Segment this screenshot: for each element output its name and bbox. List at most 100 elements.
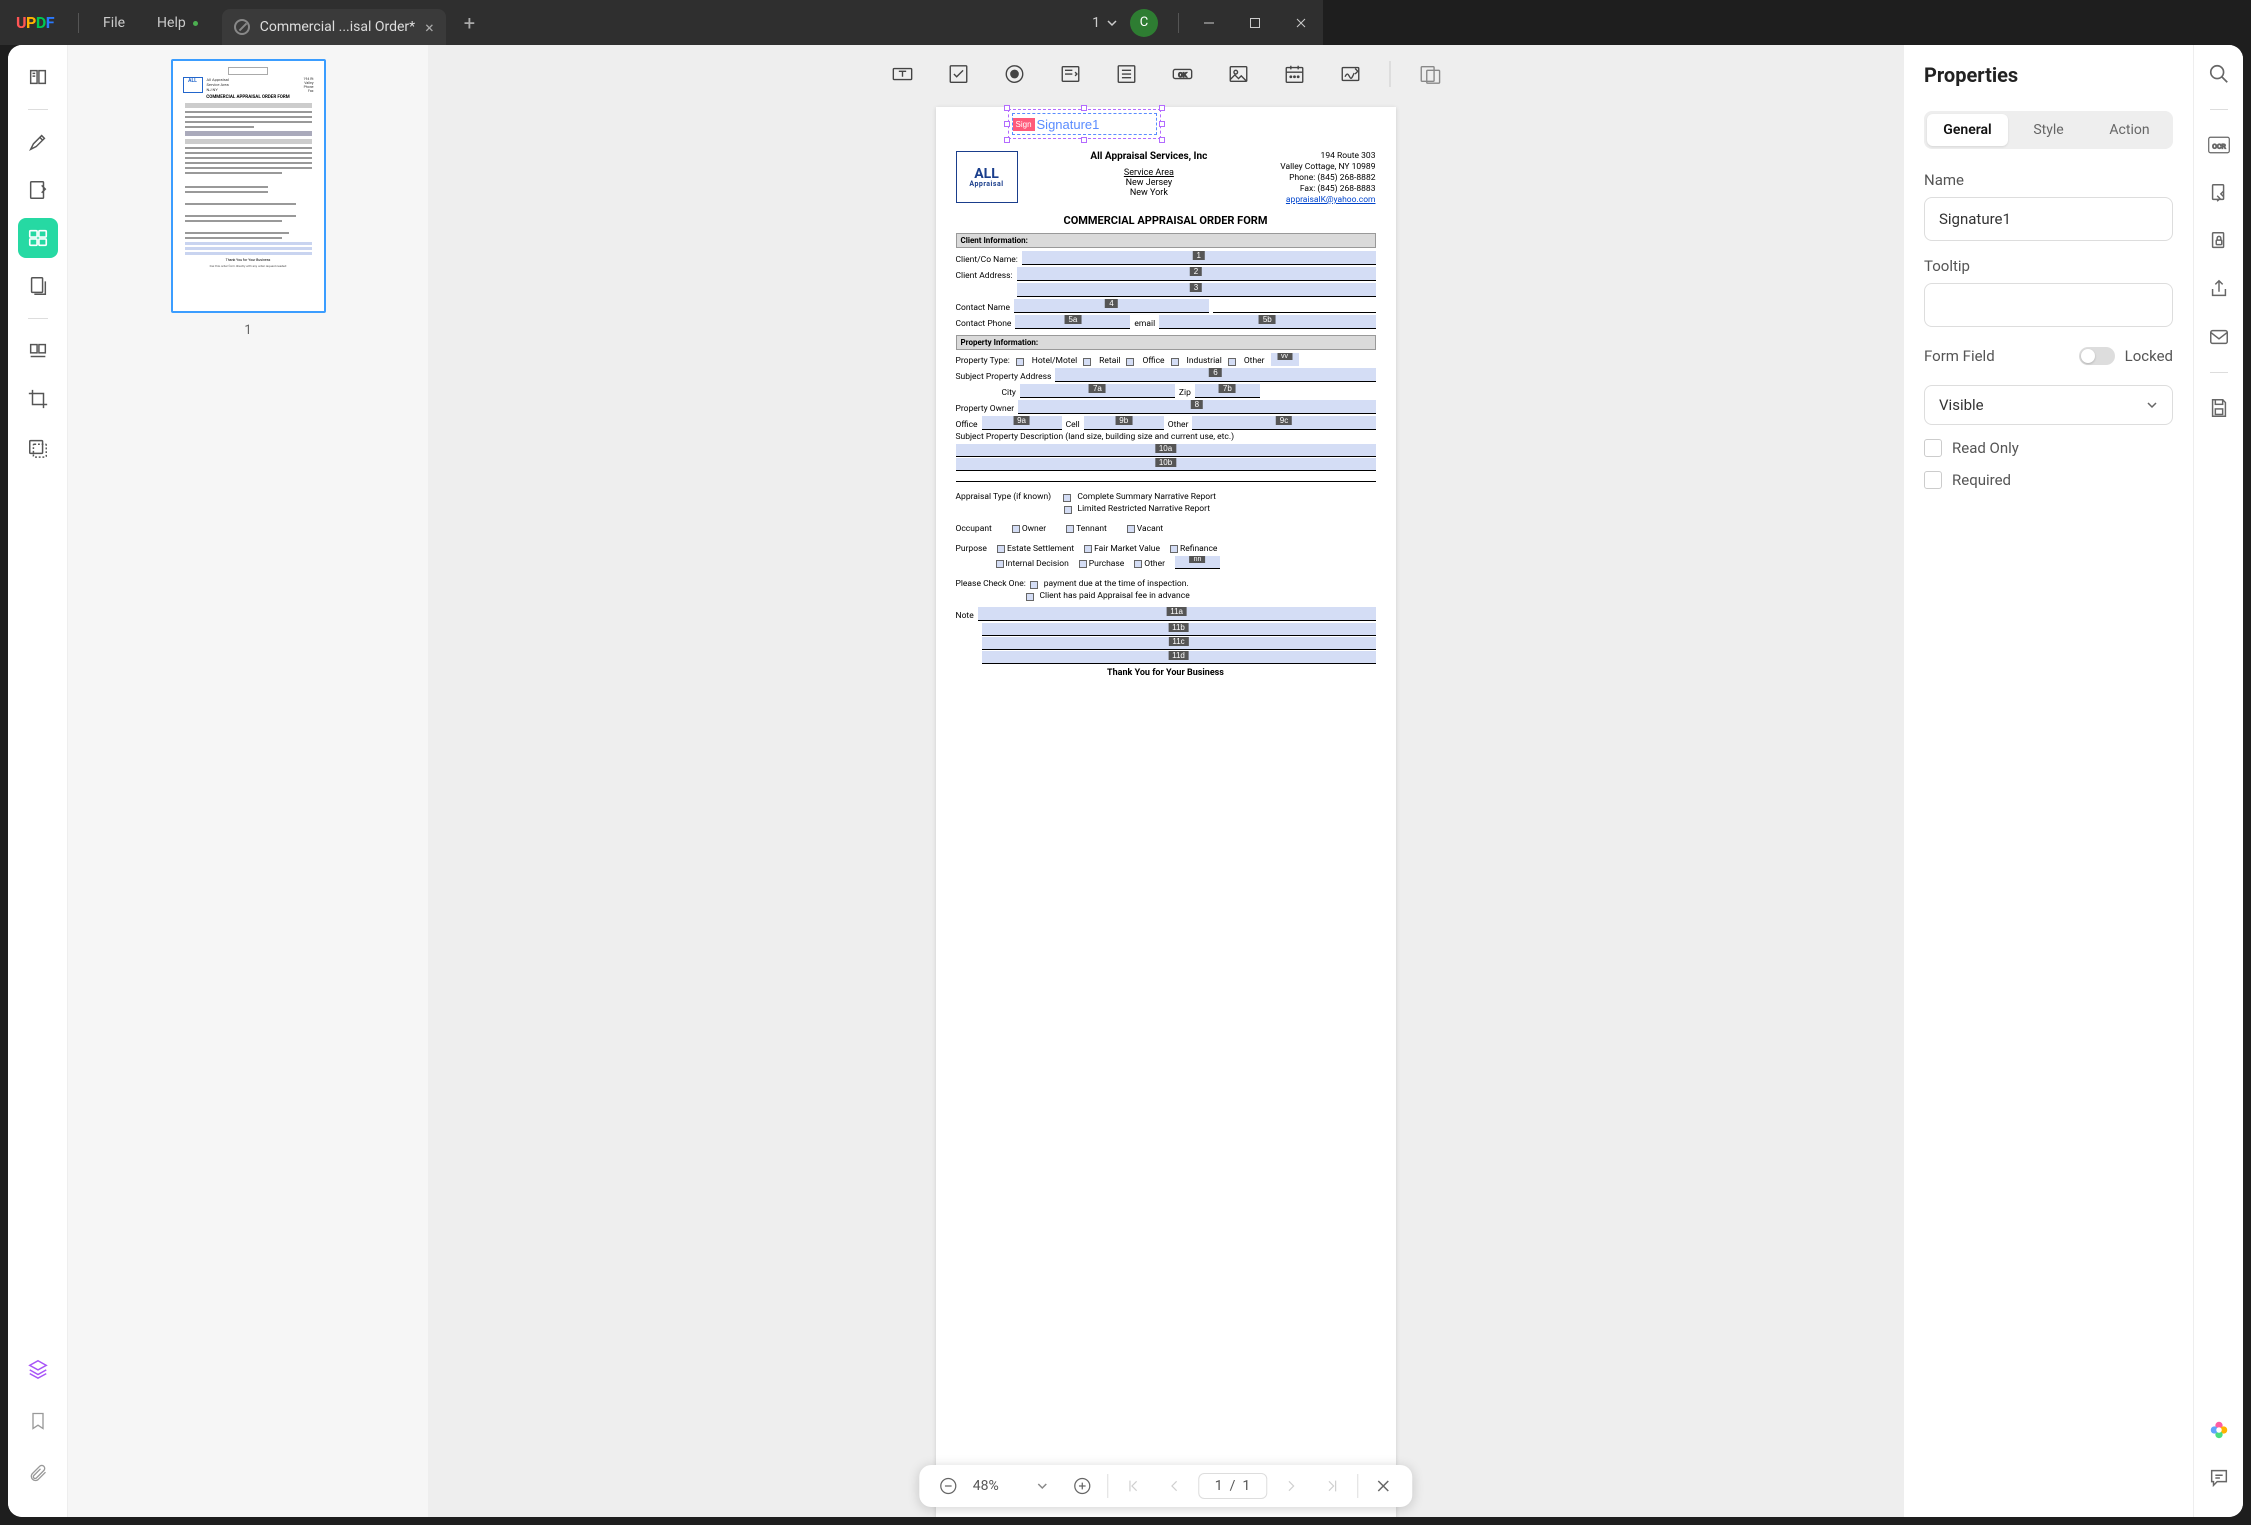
edit-tool-button[interactable] (18, 170, 58, 210)
signature-tool[interactable] (1333, 57, 1367, 91)
resize-handle[interactable] (1159, 137, 1165, 143)
convert-button[interactable] (2204, 178, 2234, 208)
radio-tool[interactable] (997, 57, 1031, 91)
resize-handle[interactable] (1081, 105, 1087, 111)
name-input[interactable] (1924, 197, 2173, 241)
form-field[interactable]: nn (1175, 556, 1220, 569)
save-button[interactable] (2204, 393, 2234, 423)
menu-file[interactable]: File (87, 15, 141, 31)
checkbox-field[interactable] (1079, 560, 1087, 568)
page-thumbnail[interactable]: ALL All AppraisalService AreaNJ NY 194 R… (171, 59, 326, 313)
form-field[interactable]: 3 (1017, 283, 1376, 297)
checkbox-field[interactable] (1134, 560, 1142, 568)
share-button[interactable] (2204, 274, 2234, 304)
layers-button[interactable] (18, 1349, 58, 1389)
tab-general[interactable]: General (1927, 114, 2008, 146)
ai-assistant-button[interactable] (2204, 1415, 2234, 1445)
checkbox-field[interactable] (1083, 358, 1091, 366)
pdf-page[interactable]: Sign Signature1 ALL Appraisal All Apprai… (936, 107, 1396, 1517)
tab-count[interactable]: 1 (1092, 15, 1118, 31)
next-page-button[interactable] (1277, 1471, 1307, 1501)
resize-handle[interactable] (1004, 105, 1010, 111)
resize-handle[interactable] (1159, 121, 1165, 127)
checkbox-field[interactable] (1064, 506, 1072, 514)
tab-action[interactable]: Action (2089, 114, 2170, 146)
form-field[interactable]: 11b (982, 623, 1376, 636)
image-field-tool[interactable] (1221, 57, 1255, 91)
last-page-button[interactable] (1317, 1471, 1347, 1501)
bookmark-button[interactable] (18, 1401, 58, 1441)
form-field[interactable]: 4 (1014, 299, 1209, 313)
checkbox-field[interactable] (1126, 358, 1134, 366)
window-maximize-button[interactable] (1233, 7, 1277, 39)
checkbox-field[interactable] (1084, 545, 1092, 553)
checkbox-field[interactable] (1171, 358, 1179, 366)
readonly-checkbox[interactable] (1924, 439, 1942, 457)
form-field[interactable]: 9a (982, 416, 1062, 430)
zoom-out-button[interactable] (933, 1471, 963, 1501)
form-settings-tool[interactable] (1412, 57, 1446, 91)
user-avatar[interactable]: C (1130, 9, 1158, 37)
form-field[interactable]: 1 (1022, 251, 1376, 265)
protect-button[interactable] (2204, 226, 2234, 256)
form-tool-button[interactable] (18, 218, 58, 258)
checkbox-field[interactable] (1063, 494, 1071, 502)
checkbox-field[interactable] (1026, 593, 1034, 601)
form-field[interactable]: 11d (982, 651, 1376, 664)
checkbox-field[interactable] (1066, 525, 1074, 533)
form-field[interactable]: 10b (956, 458, 1376, 471)
reader-tool-button[interactable] (18, 57, 58, 97)
checkbox-tool[interactable] (941, 57, 975, 91)
checkbox-field[interactable] (996, 560, 1004, 568)
resize-handle[interactable] (1004, 121, 1010, 127)
tab-style[interactable]: Style (2008, 114, 2089, 146)
signature-field[interactable]: Sign Signature1 (1012, 113, 1157, 135)
tab-close-button[interactable]: × (425, 18, 434, 37)
checkbox-field[interactable] (1016, 358, 1024, 366)
form-field[interactable]: 5a (1015, 315, 1130, 329)
window-close-button[interactable] (1279, 7, 1323, 39)
checkbox-field[interactable] (1012, 525, 1020, 533)
comment-tool-button[interactable] (18, 122, 58, 162)
checkbox-field[interactable] (997, 545, 1005, 553)
required-checkbox[interactable] (1924, 471, 1942, 489)
checkbox-field[interactable] (1030, 581, 1038, 589)
checkbox-field[interactable] (1228, 358, 1236, 366)
page-indicator[interactable]: 1 / 1 (1198, 1473, 1267, 1499)
form-field[interactable]: 10a (956, 444, 1376, 457)
form-field[interactable]: 7b (1195, 384, 1260, 398)
email-button[interactable] (2204, 322, 2234, 352)
form-field[interactable]: 5b (1159, 315, 1375, 329)
search-button[interactable] (2204, 59, 2234, 89)
resize-handle[interactable] (1081, 137, 1087, 143)
checkbox-field[interactable] (1170, 545, 1178, 553)
comments-button[interactable] (2204, 1463, 2234, 1493)
locked-toggle[interactable] (2079, 347, 2115, 365)
form-field[interactable]: vv (1271, 353, 1299, 366)
close-bar-button[interactable] (1368, 1471, 1398, 1501)
resize-handle[interactable] (1004, 137, 1010, 143)
checkbox-field[interactable] (1127, 525, 1135, 533)
dropdown-tool[interactable] (1053, 57, 1087, 91)
form-field[interactable]: 6 (1055, 368, 1375, 382)
date-field-tool[interactable] (1277, 57, 1311, 91)
attachment-button[interactable] (18, 1453, 58, 1493)
form-field[interactable]: 8 (1018, 400, 1375, 414)
form-field[interactable]: 11a (978, 607, 1376, 621)
resize-handle[interactable] (1159, 105, 1165, 111)
form-field[interactable]: 7a (1020, 384, 1175, 398)
organize-tool-button[interactable] (18, 331, 58, 371)
listbox-tool[interactable] (1109, 57, 1143, 91)
watermark-tool-button[interactable] (18, 427, 58, 467)
text-field-tool[interactable] (885, 57, 919, 91)
ocr-button[interactable]: OCR (2204, 130, 2234, 160)
form-field[interactable]: 9c (1192, 416, 1375, 430)
button-tool[interactable]: OK (1165, 57, 1199, 91)
visibility-select[interactable]: Visible (1924, 385, 2173, 425)
company-email-link[interactable]: appraisalK@yahoo.com (1286, 195, 1376, 205)
first-page-button[interactable] (1118, 1471, 1148, 1501)
prev-page-button[interactable] (1158, 1471, 1188, 1501)
zoom-dropdown[interactable] (1027, 1471, 1057, 1501)
zoom-in-button[interactable] (1067, 1471, 1097, 1501)
page-tool-button[interactable] (18, 266, 58, 306)
